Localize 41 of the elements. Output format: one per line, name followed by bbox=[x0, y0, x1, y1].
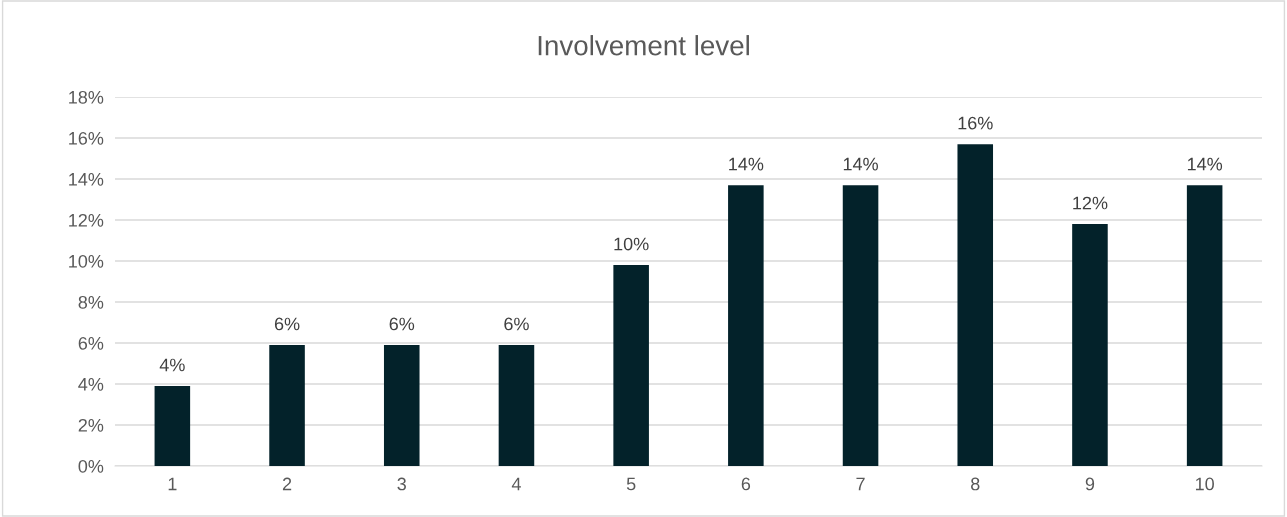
x-tick-label: 6 bbox=[741, 477, 751, 491]
data-label: 6% bbox=[274, 317, 300, 331]
y-tick-label: 16% bbox=[69, 131, 104, 145]
bar bbox=[1072, 224, 1108, 466]
x-tick-label: 1 bbox=[168, 477, 177, 491]
x-tick-label: 10 bbox=[1195, 477, 1214, 491]
x-tick-label: 9 bbox=[1085, 477, 1095, 491]
x-tick-label: 3 bbox=[397, 477, 406, 491]
x-tick-label: 2 bbox=[282, 477, 292, 491]
y-tick-label: 6% bbox=[78, 336, 104, 350]
y-tick-label: 0% bbox=[78, 459, 104, 473]
data-label: 14% bbox=[1187, 157, 1223, 171]
y-tick-label: 18% bbox=[69, 90, 104, 104]
bar bbox=[383, 345, 420, 466]
data-label: 10% bbox=[614, 237, 649, 251]
data-label: 16% bbox=[958, 116, 993, 130]
bar bbox=[842, 185, 879, 466]
x-tick-label: 8 bbox=[971, 477, 980, 491]
bar bbox=[613, 265, 649, 466]
data-label: 14% bbox=[729, 157, 764, 171]
bar bbox=[957, 144, 994, 466]
bar bbox=[728, 185, 764, 466]
y-tick-label: 10% bbox=[69, 254, 104, 268]
bar bbox=[269, 345, 305, 466]
data-label: 14% bbox=[843, 157, 878, 171]
y-tick-label: 8% bbox=[78, 295, 104, 309]
y-tick-label: 2% bbox=[78, 418, 104, 432]
bar bbox=[1186, 185, 1223, 466]
y-tick-label: 14% bbox=[69, 173, 104, 186]
x-tick-label: 7 bbox=[856, 477, 865, 491]
data-label: 6% bbox=[389, 317, 415, 331]
x-tick-label: 4 bbox=[511, 477, 521, 491]
data-label: 6% bbox=[504, 317, 529, 331]
data-label: 12% bbox=[1073, 196, 1108, 210]
bar bbox=[154, 386, 191, 466]
y-tick-label: 12% bbox=[69, 213, 104, 227]
bar bbox=[498, 345, 535, 466]
chart-title: Involvement level bbox=[538, 35, 749, 56]
y-tick-label: 4% bbox=[78, 378, 104, 391]
data-label: 4% bbox=[159, 358, 185, 372]
x-tick-label: 5 bbox=[626, 477, 636, 491]
